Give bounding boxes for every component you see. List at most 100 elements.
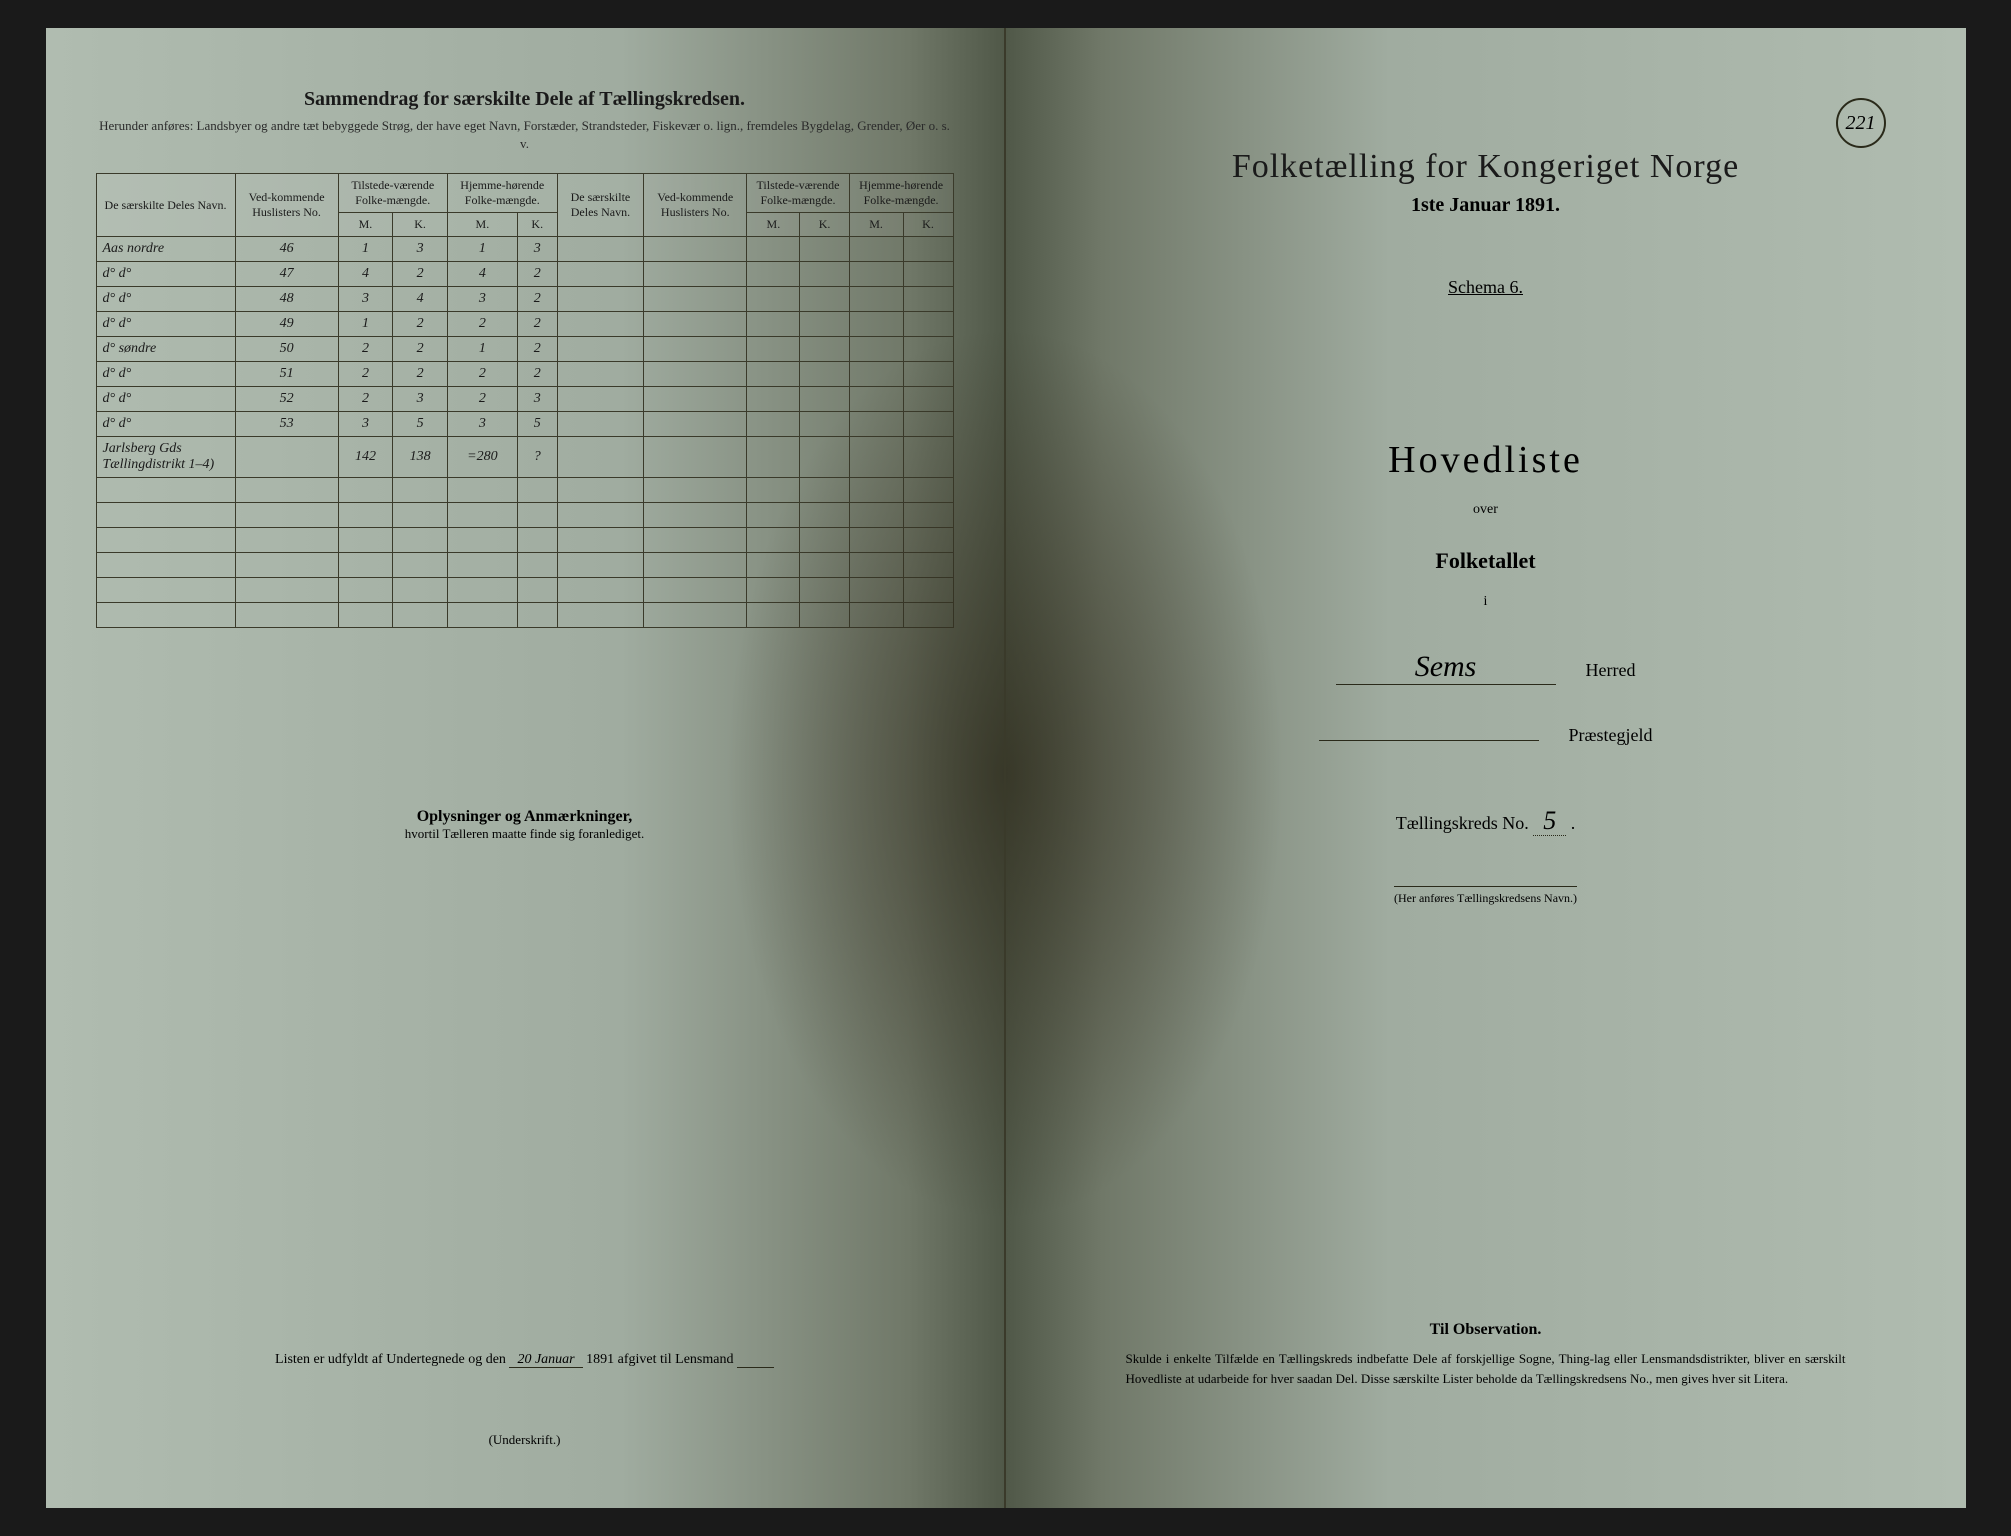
right-page: 221 Folketælling for Kongeriget Norge 1s… <box>1006 28 1966 1508</box>
listen-year: 1891 afgivet til Lensmand <box>586 1352 733 1367</box>
cell-empty <box>557 437 644 478</box>
cell-empty <box>800 337 849 362</box>
cell-empty <box>393 528 448 553</box>
cell-empty <box>644 503 747 528</box>
cell-no: 51 <box>235 362 338 387</box>
cell-empty <box>557 362 644 387</box>
observation-body: Skulde i enkelte Tilfælde en Tællingskre… <box>1126 1349 1846 1388</box>
left-page: Sammendrag for særskilte Dele af Tælling… <box>46 28 1006 1508</box>
cell-empty <box>644 578 747 603</box>
cell-empty <box>747 478 800 503</box>
cell-empty <box>338 578 393 603</box>
cell-empty <box>338 478 393 503</box>
cell-tk: 138 <box>393 437 448 478</box>
cell-tm: 2 <box>338 337 393 362</box>
cell-empty <box>235 578 338 603</box>
cell-empty <box>747 553 800 578</box>
cell-hm: 1 <box>447 237 517 262</box>
cell-empty <box>800 437 849 478</box>
cell-hk: 5 <box>517 412 557 437</box>
cell-no: 53 <box>235 412 338 437</box>
cell-empty <box>447 478 517 503</box>
observation-title: Til Observation. <box>1126 1321 1846 1339</box>
table-row: d° d°522323 <box>96 387 953 412</box>
oplysninger-section: Oplysninger og Anmærkninger, hvortil Tæl… <box>96 808 954 842</box>
col-m: M. <box>338 213 393 237</box>
cell-empty <box>747 312 800 337</box>
cell-empty <box>557 478 644 503</box>
cell-empty <box>338 503 393 528</box>
herred-label: Herred <box>1586 660 1636 681</box>
cell-hk: 3 <box>517 387 557 412</box>
cell-empty <box>849 262 903 287</box>
cell-hk: 3 <box>517 237 557 262</box>
cell-empty <box>800 578 849 603</box>
cell-no: 46 <box>235 237 338 262</box>
cell-empty <box>393 603 448 628</box>
cell-empty <box>903 603 953 628</box>
sammendrag-title: Sammendrag for særskilte Dele af Tælling… <box>96 88 954 111</box>
cell-empty <box>447 553 517 578</box>
oplysninger-sub: hvortil Tælleren maatte finde sig foranl… <box>96 826 954 842</box>
cell-tk: 5 <box>393 412 448 437</box>
prestegjeld-value <box>1319 740 1539 741</box>
table-row: d° d°474242 <box>96 262 953 287</box>
cell-empty <box>557 337 644 362</box>
book-spread: Sammendrag for særskilte Dele af Tælling… <box>46 28 1966 1508</box>
cell-empty <box>644 312 747 337</box>
kreds-row: Tællingskreds No. 5 . <box>1056 806 1916 836</box>
cell-empty <box>849 362 903 387</box>
cell-empty <box>557 287 644 312</box>
cell-empty <box>747 437 800 478</box>
cell-name: d° d° <box>96 262 235 287</box>
table-row: d° d°483432 <box>96 287 953 312</box>
cell-name: d° d° <box>96 362 235 387</box>
cell-tm: 2 <box>338 387 393 412</box>
cell-empty <box>849 503 903 528</box>
cell-empty <box>849 437 903 478</box>
col-hjemme2: Hjemme-hørende Folke-mængde. <box>849 174 953 213</box>
cell-name: Jarlsberg Gds Tællingdistrikt 1–4) <box>96 437 235 478</box>
cell-empty <box>557 412 644 437</box>
cell-empty <box>644 603 747 628</box>
cell-empty <box>393 478 448 503</box>
cell-empty <box>903 528 953 553</box>
cell-empty <box>557 503 644 528</box>
cell-empty <box>557 553 644 578</box>
cell-empty <box>747 287 800 312</box>
cell-empty <box>849 312 903 337</box>
col-m: M. <box>849 213 903 237</box>
cell-hm: 1 <box>447 337 517 362</box>
cell-empty <box>903 503 953 528</box>
cell-empty <box>903 412 953 437</box>
col-k: K. <box>800 213 849 237</box>
cell-empty <box>747 578 800 603</box>
cell-empty <box>393 578 448 603</box>
cell-empty <box>903 237 953 262</box>
table-row: Aas nordre461313 <box>96 237 953 262</box>
cell-empty <box>849 287 903 312</box>
prestegjeld-row: Præstegjeld <box>1056 725 1916 746</box>
cell-empty <box>800 412 849 437</box>
cell-empty <box>517 603 557 628</box>
cell-empty <box>644 478 747 503</box>
cell-empty <box>903 337 953 362</box>
i-label: i <box>1056 594 1916 610</box>
cell-empty <box>747 503 800 528</box>
cell-hm: 3 <box>447 412 517 437</box>
table-row <box>96 553 953 578</box>
navn-note: (Her anføres Tællingskredsens Navn.) <box>1394 886 1577 906</box>
cell-empty <box>849 387 903 412</box>
cell-tm: 3 <box>338 287 393 312</box>
cell-tk: 3 <box>393 237 448 262</box>
cell-empty <box>747 412 800 437</box>
cell-tm: 4 <box>338 262 393 287</box>
cell-empty <box>644 287 747 312</box>
cell-empty <box>235 528 338 553</box>
cell-empty <box>235 478 338 503</box>
cell-empty <box>903 262 953 287</box>
cell-tm: 142 <box>338 437 393 478</box>
cell-hk: 2 <box>517 262 557 287</box>
cell-empty <box>800 478 849 503</box>
kreds-label: Tællingskreds No. <box>1396 813 1529 833</box>
